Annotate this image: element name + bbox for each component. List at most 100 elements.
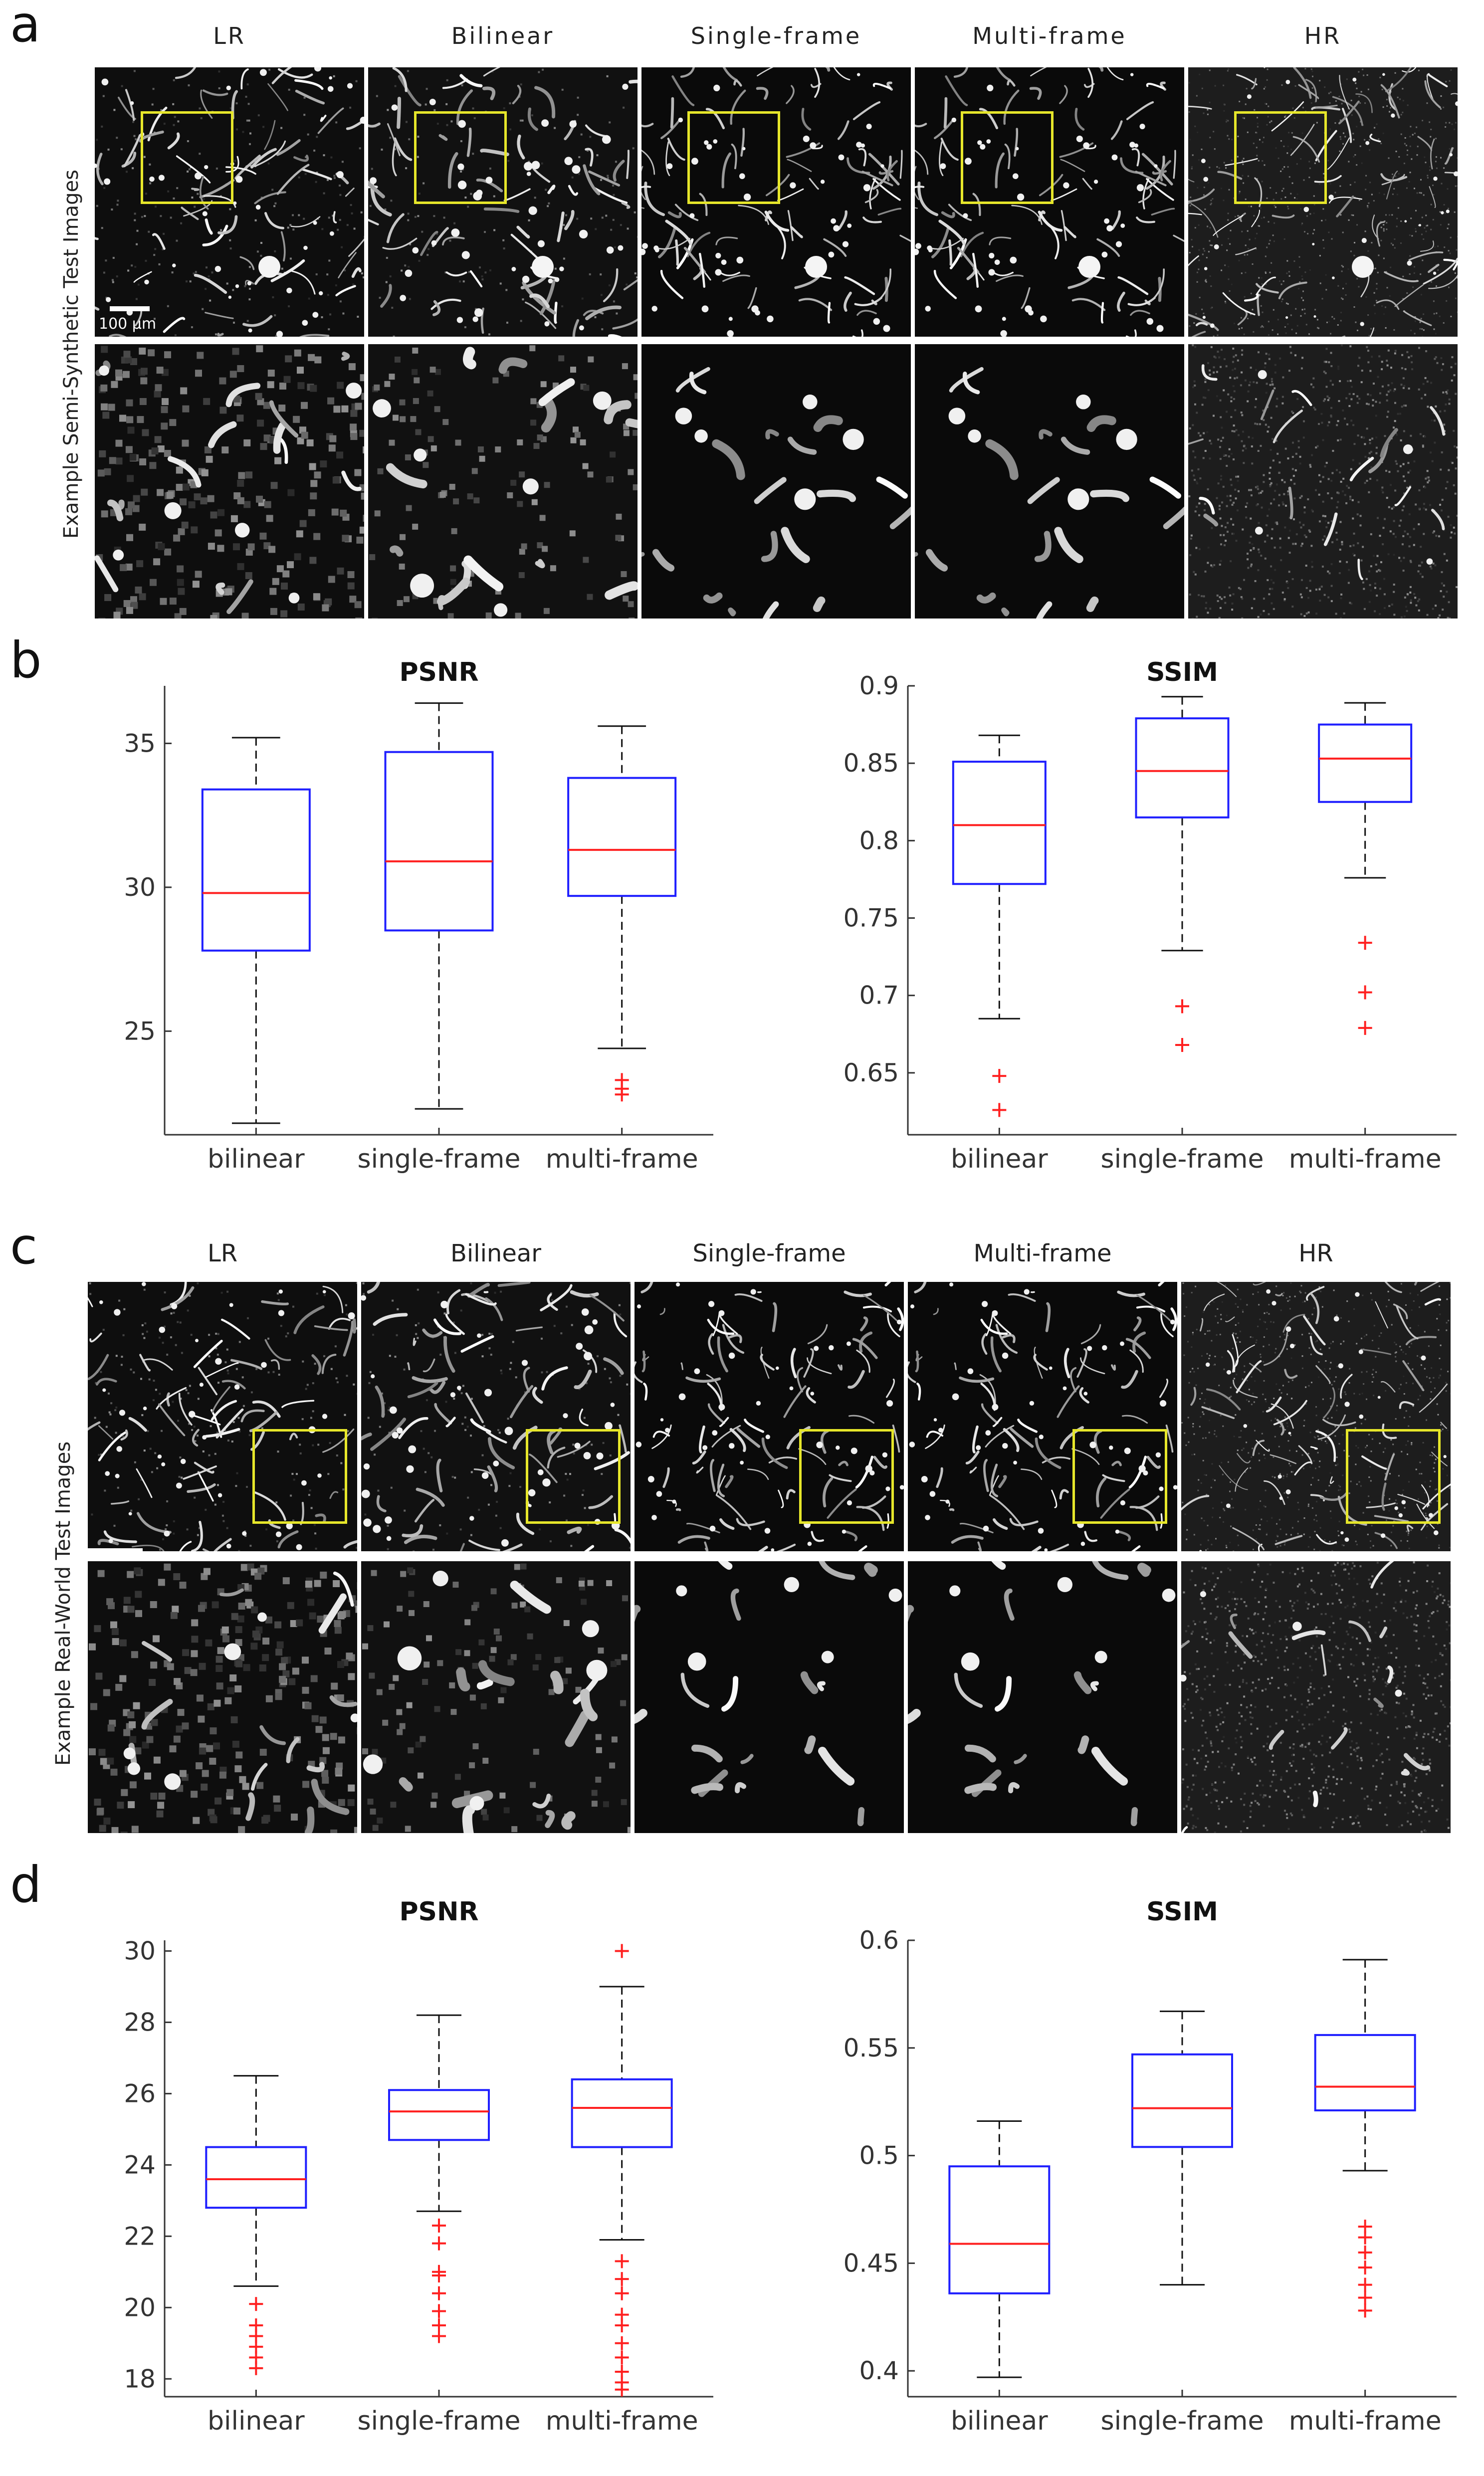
iqr-box (572, 2079, 672, 2147)
y-tick-label: 25 (124, 1017, 156, 1045)
panel-c-full-image-3 (908, 1282, 1177, 1551)
panel-a-crop-image-4 (1188, 344, 1458, 619)
y-tick-label: 0.6 (859, 1926, 899, 1955)
panel-a-full-image-0 (95, 67, 364, 337)
chart-b-psnr: PSNR 25 30 35 bilinear single-frame multi-fram… (0, 633, 738, 1234)
iqr-box (386, 752, 493, 931)
panel-a-crop-image-1 (368, 344, 637, 619)
panel-c-crop-image-2 (635, 1561, 904, 1833)
panel-c-crop-image-3 (908, 1561, 1177, 1833)
x-tick-label: bilinear (951, 1144, 1048, 1174)
y-tick-label: 0.4 (859, 2356, 899, 2385)
iqr-box (389, 2090, 489, 2140)
x-tick-label: multi-frame (1289, 2406, 1442, 2436)
chart-b-ssim: SSIM 0.65 0.7 0.75 0.8 0.85 0.9 bilinear single-… (743, 633, 1482, 1234)
x-tick-label: multi-frame (546, 1144, 698, 1174)
panel-a-crop-image-0 (95, 344, 364, 619)
y-tick-label: 0.55 (844, 2034, 899, 2063)
chart-title: PSNR (399, 657, 478, 687)
y-tick-label: 0.85 (844, 749, 899, 778)
iqr-box (568, 778, 675, 896)
panel-c-roi-box-3 (1072, 1429, 1167, 1524)
box-plot-b-psnr: PSNR 25 30 35 bilinear single-frame multi-fram… (0, 633, 738, 1232)
iqr-box (1136, 718, 1229, 818)
iqr-box (206, 2147, 306, 2208)
x-tick-label: bilinear (208, 1144, 305, 1174)
scale-bar-label: 100 µm (99, 315, 156, 333)
panel-a-full-image-1 (368, 67, 637, 337)
panel-a-full-image-2 (641, 67, 911, 337)
iqr-box (953, 762, 1046, 884)
panel-c-roi-box-2 (799, 1429, 894, 1524)
x-tick-label: bilinear (208, 2406, 305, 2436)
panel-a-roi-box-0 (141, 111, 233, 204)
panel-a-roi-box-3 (961, 111, 1054, 204)
panel-c-full-image-4 (1181, 1282, 1451, 1551)
panel-a-column-title-4: HR (1188, 22, 1458, 49)
panel-a-roi-box-2 (687, 111, 780, 204)
y-tick-label: 0.7 (859, 981, 899, 1010)
panel-a-roi-box-4 (1234, 111, 1327, 204)
y-tick-label: 35 (124, 729, 156, 758)
y-tick-label: 30 (124, 873, 156, 902)
y-tick-label: 30 (124, 1936, 156, 1965)
panel-a-column-title-3: Multi-frame (915, 22, 1184, 49)
panel-c-full-image-1 (361, 1282, 631, 1551)
y-tick-label: 24 (124, 2150, 156, 2179)
y-tick-label: 20 (124, 2293, 156, 2322)
iqr-box (949, 2166, 1049, 2293)
x-tick-label: bilinear (951, 2406, 1048, 2436)
panel-a-full-image-4 (1188, 67, 1458, 337)
panel-c-letter: c (10, 1217, 37, 1275)
y-tick-label: 0.65 (844, 1058, 899, 1087)
chart-title: PSNR (399, 1897, 478, 1927)
panel-a-row-label: Example Semi-Synthetic Test Images (60, 170, 83, 539)
y-tick-label: 28 (124, 2008, 156, 2037)
panel-c-roi-box-4 (1346, 1429, 1441, 1524)
panel-a-crop-image-3 (915, 344, 1184, 619)
box-plot-b-ssim: SSIM 0.65 0.7 0.75 0.8 0.85 0.9 bilinear single-… (743, 633, 1482, 1232)
x-tick-label: single-frame (358, 2406, 521, 2436)
panel-c-crop-image-0 (88, 1561, 357, 1833)
panel-c-full-image-0 (88, 1282, 357, 1551)
x-tick-label: multi-frame (1289, 1144, 1442, 1174)
panel-c-crop-image-1 (361, 1561, 631, 1833)
panel-c-column-title-2: Single-frame (635, 1239, 904, 1267)
panel-c-column-title-1: Bilinear (361, 1239, 631, 1267)
y-tick-label: 0.75 (844, 904, 899, 933)
scale-bar-c (88, 1548, 143, 1553)
y-tick-label: 0.5 (859, 2141, 899, 2170)
panel-c-column-title-3: Multi-frame (908, 1239, 1177, 1267)
panel-a-column-title-0: LR (95, 22, 364, 49)
panel-c-column-title-0: LR (88, 1239, 357, 1267)
iqr-box (1132, 2055, 1232, 2147)
iqr-box (1315, 2035, 1415, 2110)
iqr-box (203, 790, 310, 951)
chart-title: SSIM (1146, 657, 1218, 687)
panel-c-full-image-2 (635, 1282, 904, 1551)
y-tick-label: 0.8 (859, 826, 899, 855)
panel-c-roi-box-0 (252, 1429, 347, 1524)
panel-c-column-title-4: HR (1181, 1239, 1451, 1267)
panel-c-roi-box-1 (526, 1429, 621, 1524)
panel-a-letter: a (10, 0, 40, 53)
y-tick-label: 22 (124, 2222, 156, 2251)
panel-a-column-title-1: Bilinear (368, 22, 637, 49)
y-tick-label: 18 (124, 2364, 156, 2393)
y-tick-label: 0.9 (859, 671, 899, 700)
y-tick-label: 0.45 (844, 2249, 899, 2277)
panel-a-full-image-3 (915, 67, 1184, 337)
x-tick-label: multi-frame (546, 2406, 698, 2436)
scale-bar (110, 306, 150, 311)
panel-c-row-label: Example Real-World Test Images (52, 1442, 75, 1766)
x-tick-label: single-frame (1101, 1144, 1264, 1174)
panel-a-roi-box-1 (414, 111, 507, 204)
x-tick-label: single-frame (358, 1144, 521, 1174)
panel-c-crop-image-4 (1181, 1561, 1451, 1833)
x-tick-label: single-frame (1101, 2406, 1264, 2436)
iqr-box (1319, 725, 1411, 802)
